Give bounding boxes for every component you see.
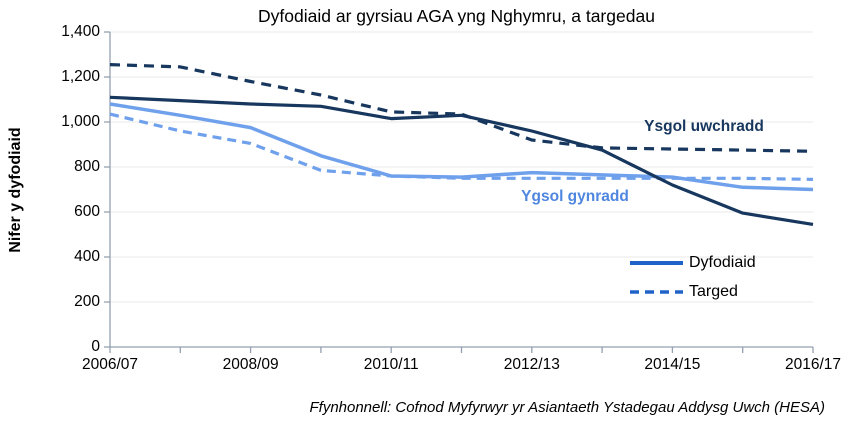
solid-line-swatch-icon	[630, 260, 683, 265]
y-axis-tick-label: 200	[74, 293, 100, 310]
y-axis-tick-label: 1,400	[61, 23, 100, 40]
chart-title: Dyfodiaid ar gyrsiau AGA yng Nghymru, a …	[258, 6, 655, 26]
x-axis-tick-label: 2014/15	[644, 356, 701, 373]
y-axis-tick-label: 800	[74, 158, 100, 175]
series-line-targed-uwchradd	[109, 63, 814, 153]
source-note: Ffynhonnell: Cofnod Myfyrwyr yr Asiantae…	[309, 399, 825, 416]
series-label-ygsol-gynradd: Ygsol gynradd	[521, 188, 629, 205]
y-axis-tick-label: 400	[74, 248, 100, 265]
x-axis-tick-label: 2012/13	[503, 356, 560, 373]
series-line-dyfodiaid-gynradd	[109, 102, 814, 192]
y-axis-tick-label: 0	[91, 338, 100, 355]
y-axis-tick-label: 1,200	[61, 68, 100, 85]
legend-label-dyfodiaid: Dyfodiaid	[689, 253, 756, 271]
x-axis-tick-label: 2008/09	[222, 356, 279, 373]
dashed-line-swatch-icon	[630, 289, 683, 294]
y-axis-tick-label: 600	[74, 203, 100, 220]
legend-row-dyfodiaid: Dyfodiaid	[629, 252, 756, 273]
legend-row-targed: Targed	[629, 281, 756, 302]
chart-legend: Dyfodiaid Targed	[629, 252, 756, 302]
legend-label-targed: Targed	[689, 282, 738, 300]
x-axis-tick-label: 2010/11	[363, 356, 419, 373]
series-line-dyfodiaid-uwchradd	[109, 95, 814, 226]
y-axis-tick-label: 1,000	[61, 113, 100, 130]
x-axis-tick-label: 2006/07	[81, 356, 139, 373]
series-label-ysgol-uwchradd: Ysgol uwchradd	[644, 118, 764, 135]
x-axis-tick-label: 2016/17	[784, 356, 842, 373]
